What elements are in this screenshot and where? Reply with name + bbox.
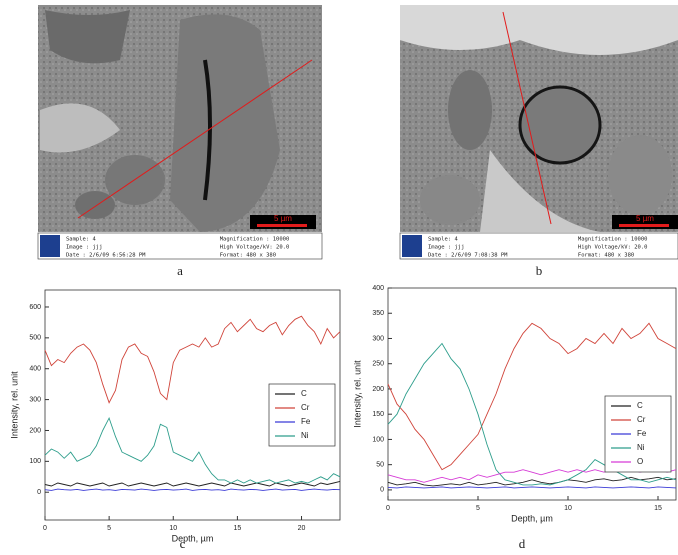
- panel-label: d: [519, 536, 526, 550]
- x-tick-label: 5: [476, 505, 480, 512]
- info-text: Date : 2/6/09 6:56:28 PM: [66, 253, 146, 259]
- legend-label: Ni: [637, 443, 645, 452]
- sem-image: [38, 5, 322, 232]
- panel-label: a: [177, 263, 183, 278]
- x-tick-label: 20: [298, 525, 306, 532]
- y-tick-label: 250: [372, 361, 384, 368]
- data-line: [387, 322, 677, 471]
- x-tick-label: 15: [654, 505, 662, 512]
- info-text: High Voltage/kV: 20.0: [220, 245, 290, 251]
- data-line: [44, 315, 341, 404]
- y-tick-label: 300: [372, 335, 384, 342]
- scale-bar-label: 5 µm: [274, 214, 292, 223]
- legend-label: Ni: [301, 431, 309, 440]
- data-line: [44, 480, 341, 487]
- info-bar: [399, 232, 678, 260]
- scale-bar-label: 5 µm: [636, 214, 654, 223]
- x-tick-label: 5: [107, 525, 111, 532]
- x-tick-label: 15: [233, 525, 241, 532]
- info-text: Date : 2/6/09 7:08:38 PM: [428, 253, 508, 259]
- y-tick-label: 200: [372, 386, 384, 393]
- data-line: [387, 486, 677, 489]
- legend-label: Cr: [637, 415, 646, 424]
- plot-frame: [387, 287, 677, 501]
- legend-label: Fe: [637, 429, 647, 438]
- y-tick-label: 100: [29, 458, 41, 465]
- info-text: Sample: 4: [66, 237, 96, 243]
- info-bar: [37, 232, 323, 260]
- legend-label: C: [637, 401, 643, 410]
- legend-label: O: [637, 457, 643, 466]
- y-axis-label: Intensity, rel. unit: [9, 371, 19, 439]
- legend-label: C: [301, 389, 307, 398]
- y-tick-label: 150: [372, 411, 384, 418]
- y-tick-label: 200: [29, 427, 41, 434]
- info-text: Image : jjj: [66, 245, 102, 251]
- info-text: Format: 480 x 380: [578, 253, 634, 259]
- legend-label: Cr: [301, 403, 310, 412]
- info-text: Magnification : 10000: [578, 237, 648, 243]
- info-text: Image : jjj: [428, 245, 464, 251]
- x-axis-label: Depth, µm: [172, 533, 214, 543]
- y-tick-label: 0: [380, 487, 384, 494]
- logo: [402, 235, 422, 257]
- x-tick-label: 10: [169, 525, 177, 532]
- data-line: [387, 342, 677, 486]
- y-axis-label: Intensity, rel. unit: [352, 360, 362, 428]
- x-tick-label: 10: [564, 505, 572, 512]
- x-axis-label: Depth, µm: [511, 513, 553, 523]
- y-tick-label: 50: [376, 462, 384, 469]
- data-line: [44, 488, 341, 491]
- info-text: Format: 480 x 380: [220, 253, 276, 259]
- legend-label: Fe: [301, 417, 311, 426]
- y-tick-label: 0: [37, 489, 41, 496]
- data-line: [44, 416, 341, 484]
- logo: [40, 235, 60, 257]
- info-text: Magnification : 10000: [220, 237, 290, 243]
- sem-image: [400, 5, 678, 232]
- y-tick-label: 100: [372, 436, 384, 443]
- info-text: High Voltage/kV: 20.0: [578, 245, 648, 251]
- panel-label: b: [536, 263, 543, 278]
- panel-label: c: [180, 536, 186, 550]
- info-text: Sample: 4: [428, 237, 458, 243]
- plot-frame: [44, 289, 341, 521]
- y-tick-label: 400: [372, 285, 384, 292]
- y-tick-label: 300: [29, 396, 41, 403]
- y-tick-label: 350: [372, 310, 384, 317]
- y-tick-label: 400: [29, 366, 41, 373]
- y-tick-label: 500: [29, 335, 41, 342]
- x-tick-label: 0: [386, 505, 390, 512]
- y-tick-label: 600: [29, 304, 41, 311]
- x-tick-label: 0: [43, 525, 47, 532]
